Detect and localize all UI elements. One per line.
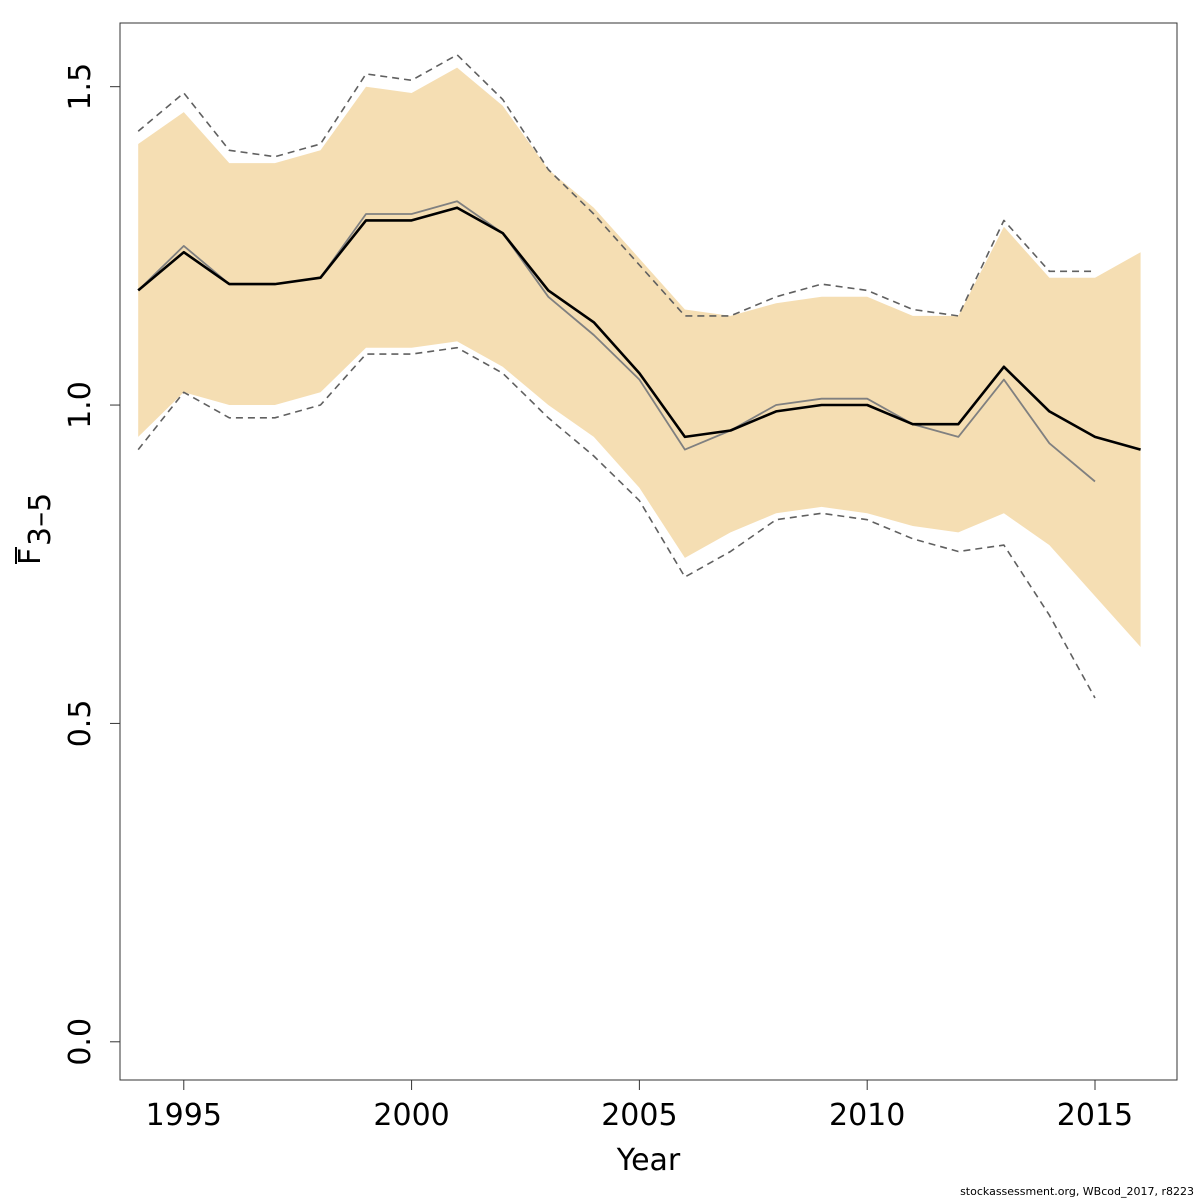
x-axis-title: Year	[616, 1143, 681, 1178]
y-axis-title: F 3–5	[13, 493, 58, 565]
y-axis-title-subscript: 3–5	[23, 493, 58, 546]
x-tick-label: 1995	[146, 1098, 222, 1133]
previous-lower-ci-line	[137, 346, 1096, 699]
main-estimate-line	[137, 206, 1141, 451]
x-axis: 1995 2000 2005 2010 2015	[146, 1080, 1133, 1133]
y-tick-label: 0.5	[63, 700, 98, 748]
confidence-band-layer	[138, 67, 1141, 648]
y-tick-label: 0.0	[63, 1018, 98, 1066]
previous-upper-ci-line	[137, 53, 1095, 317]
x-tick-label: 2015	[1057, 1098, 1133, 1133]
y-tick-label: 1.5	[63, 63, 98, 111]
y-axis: 0.0 0.5 1.0 1.5	[63, 63, 120, 1066]
plot-frame	[119, 22, 1178, 1081]
y-tick-label: 1.0	[63, 381, 98, 429]
footer-credit: stockassessment.org, WBcod_2017, r8223	[960, 1185, 1194, 1198]
x-tick-label: 2010	[829, 1098, 905, 1133]
series-line-layer	[137, 53, 1141, 699]
x-tick-label: 2000	[373, 1098, 449, 1133]
y-axis-title-main: F	[13, 548, 48, 565]
x-tick-label: 2005	[601, 1098, 677, 1133]
confidence-band	[138, 67, 1141, 648]
